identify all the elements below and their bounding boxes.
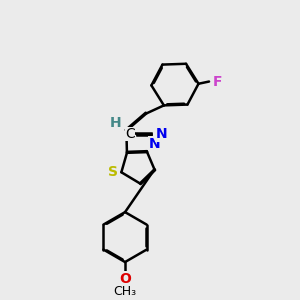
Text: O: O (119, 272, 131, 286)
Text: F: F (213, 74, 223, 88)
Text: CH₃: CH₃ (113, 285, 136, 298)
Text: N: N (155, 127, 167, 141)
Text: C: C (125, 127, 135, 141)
Text: H: H (110, 116, 122, 130)
Text: N: N (148, 137, 160, 151)
Text: S: S (108, 165, 118, 179)
